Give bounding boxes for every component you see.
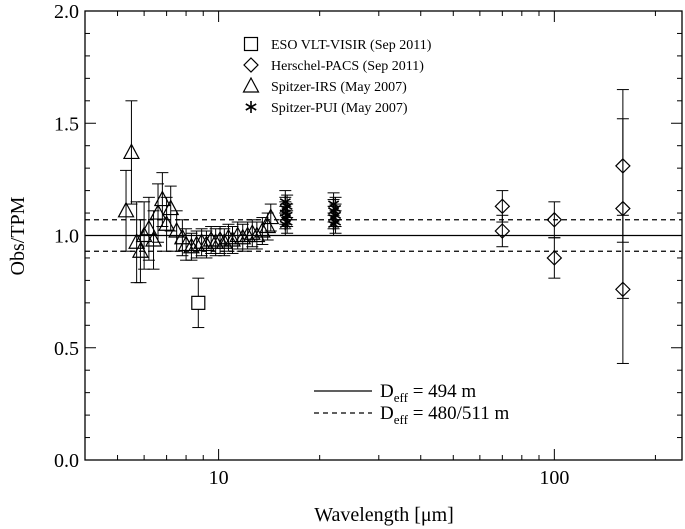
triangle-marker	[253, 221, 271, 238]
triangle-marker	[153, 190, 171, 207]
error-bar	[125, 100, 138, 205]
y-tick-label: 2.0	[54, 1, 79, 23]
triangle-marker	[149, 203, 167, 220]
error-bar	[496, 214, 509, 248]
legend-triangle-symbol	[242, 76, 260, 93]
triangle-marker	[259, 217, 277, 234]
triangle-marker	[140, 219, 158, 236]
x-tick-label: 100	[539, 467, 569, 489]
diamond-marker	[615, 281, 631, 298]
diamond-marker	[546, 211, 563, 228]
triangle-marker	[177, 235, 195, 252]
triangle-marker	[162, 199, 180, 216]
diamond-marker	[546, 250, 563, 266]
error-bar	[142, 196, 155, 261]
legend-label: Spitzer-PUI (May 2007)	[271, 101, 408, 116]
error-bar	[120, 169, 133, 252]
y-tick-label: 0.5	[54, 338, 79, 360]
triangle-marker	[168, 221, 186, 238]
y-tick-label: 0.0	[54, 450, 79, 472]
legend-diamond-symbol	[243, 57, 259, 73]
diamond-marker	[494, 198, 511, 215]
y-tick-label: 1.0	[54, 226, 79, 248]
x-tick-label: 10	[209, 467, 229, 489]
triangle-marker	[145, 230, 163, 247]
legend-asterisk-symbol	[245, 101, 257, 113]
error-bar	[548, 237, 561, 279]
legend-square-symbol	[243, 36, 259, 52]
error-bar	[548, 201, 561, 239]
triangle-marker	[224, 230, 242, 247]
diamond-marker	[615, 200, 631, 217]
axis-ticks: 0.0 0.5 1.0 1.5 2.0 10 100	[54, 1, 682, 489]
triangle-marker	[229, 226, 247, 243]
y-tick-label: 1.5	[54, 113, 79, 135]
legend-label: Herschel-PACS (Sep 2011)	[271, 59, 424, 74]
asterisk-marker	[329, 216, 342, 229]
triangle-marker	[158, 215, 176, 231]
error-bar	[616, 214, 629, 364]
y-axis-title: Obs/TPM	[7, 196, 29, 275]
triangle-marker	[193, 232, 211, 249]
x-axis-title: Wavelength [μm]	[314, 504, 454, 526]
triangle-marker	[202, 230, 220, 247]
triangle-marker	[207, 232, 225, 249]
legend-label: Spitzer-IRS (May 2007)	[271, 80, 407, 95]
diamond-marker	[615, 158, 631, 174]
triangle-marker	[243, 223, 261, 240]
diamond-marker	[494, 223, 511, 239]
error-bars	[120, 89, 629, 364]
reference-lines	[85, 219, 682, 252]
marker-legend: ESO VLT-VISIR (Sep 2011) Herschel-PACS (S…	[242, 36, 432, 116]
triangle-marker	[117, 201, 135, 218]
square-marker	[191, 295, 206, 310]
triangle-marker	[131, 241, 149, 258]
triangle-marker	[239, 226, 257, 243]
line-legend-label: Deff = 480/511 m	[380, 403, 509, 427]
line-legend-label: Deff = 494 m	[380, 381, 476, 405]
triangle-marker	[248, 226, 266, 243]
triangle-marker	[262, 208, 280, 225]
triangle-marker	[122, 143, 140, 160]
asterisk-marker	[281, 216, 293, 229]
legend-label: ESO VLT-VISIR (Sep 2011)	[271, 38, 432, 53]
triangle-marker	[188, 235, 206, 252]
data-markers	[117, 143, 631, 310]
